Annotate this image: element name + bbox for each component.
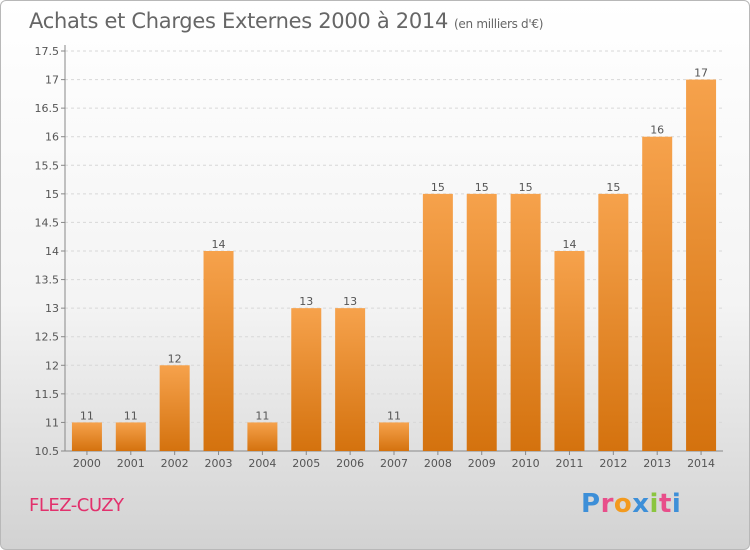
chart-title-text: Achats et Charges Externes 2000 à 2014 xyxy=(29,9,449,33)
bar xyxy=(554,251,585,451)
chart-title: Achats et Charges Externes 2000 à 2014 (e… xyxy=(29,9,543,33)
x-tick-label: 2000 xyxy=(73,457,101,470)
bar xyxy=(71,422,102,451)
x-tick-label: 2010 xyxy=(512,457,540,470)
y-tick-label: 12.5 xyxy=(35,331,60,344)
bar xyxy=(598,193,629,451)
data-label: 11 xyxy=(255,409,269,422)
data-label: 14 xyxy=(562,238,576,251)
data-label: 15 xyxy=(431,181,445,194)
bar xyxy=(335,308,366,451)
data-label: 11 xyxy=(80,409,94,422)
data-label: 13 xyxy=(299,295,313,308)
data-label: 16 xyxy=(650,124,664,137)
logo-letter: i xyxy=(671,489,682,519)
x-tick-label: 2006 xyxy=(336,457,364,470)
data-labels: 11 11 12 14 11 13 13 11 15 15 15 14 15 16 17 xyxy=(80,67,708,423)
data-label: 13 xyxy=(343,295,357,308)
bar xyxy=(466,193,497,451)
y-tick-label: 12 xyxy=(45,359,59,372)
data-label: 15 xyxy=(606,181,620,194)
x-tick-label: 2014 xyxy=(687,457,715,470)
x-tick-label: 2007 xyxy=(380,457,408,470)
x-tick-label: 2011 xyxy=(555,457,583,470)
logo-letter: x xyxy=(632,489,650,519)
y-tick-label: 15.5 xyxy=(35,159,60,172)
y-tick-label: 15 xyxy=(45,188,59,201)
data-label: 14 xyxy=(212,238,226,251)
data-label: 15 xyxy=(519,181,533,194)
bar xyxy=(291,308,322,451)
bar xyxy=(510,193,541,451)
data-label: 11 xyxy=(124,409,138,422)
logo-letter: P xyxy=(581,489,601,519)
bar xyxy=(203,251,234,451)
y-tick-label: 16 xyxy=(45,131,59,144)
x-tick-label: 2002 xyxy=(161,457,189,470)
x-tick-label: 2008 xyxy=(424,457,452,470)
y-tick-label: 16.5 xyxy=(35,102,60,115)
x-tick-label: 2005 xyxy=(292,457,320,470)
bar xyxy=(115,422,146,451)
y-tick-label: 13.5 xyxy=(35,274,60,287)
y-tick-label: 17.5 xyxy=(35,45,60,58)
proxiti-logo[interactable]: Proxiti xyxy=(581,489,681,519)
bars xyxy=(71,79,717,452)
x-tick-label: 2012 xyxy=(599,457,627,470)
x-tick-label: 2004 xyxy=(248,457,276,470)
y-tick-label: 11.5 xyxy=(35,388,60,401)
bar xyxy=(247,422,278,451)
bar xyxy=(422,193,453,451)
y-tick-label: 14 xyxy=(45,245,59,258)
logo-letter: r xyxy=(600,489,614,519)
data-label: 15 xyxy=(475,181,489,194)
y-tick-label: 10.5 xyxy=(35,445,60,458)
y-tick-label: 11 xyxy=(45,416,59,429)
logo-letter: o xyxy=(613,489,633,519)
data-label: 17 xyxy=(694,67,708,80)
x-tick-label: 2009 xyxy=(468,457,496,470)
x-tick-label: 2013 xyxy=(643,457,671,470)
bar xyxy=(159,365,190,451)
chart-subtitle: (en milliers d'€) xyxy=(454,17,544,31)
data-label: 11 xyxy=(387,409,401,422)
x-tick-label: 2001 xyxy=(117,457,145,470)
data-label: 12 xyxy=(168,352,182,365)
x-tick-label: 2003 xyxy=(205,457,233,470)
town-name: FLEZ-CUZY xyxy=(29,495,124,516)
logo-letter: t xyxy=(658,489,672,519)
y-tick-label: 14.5 xyxy=(35,216,60,229)
logo-letter: i xyxy=(649,489,659,519)
bar xyxy=(642,136,673,451)
y-tick-label: 13 xyxy=(45,302,59,315)
bar xyxy=(686,79,717,452)
bar xyxy=(379,422,409,451)
y-tick-label: 17 xyxy=(45,74,59,87)
